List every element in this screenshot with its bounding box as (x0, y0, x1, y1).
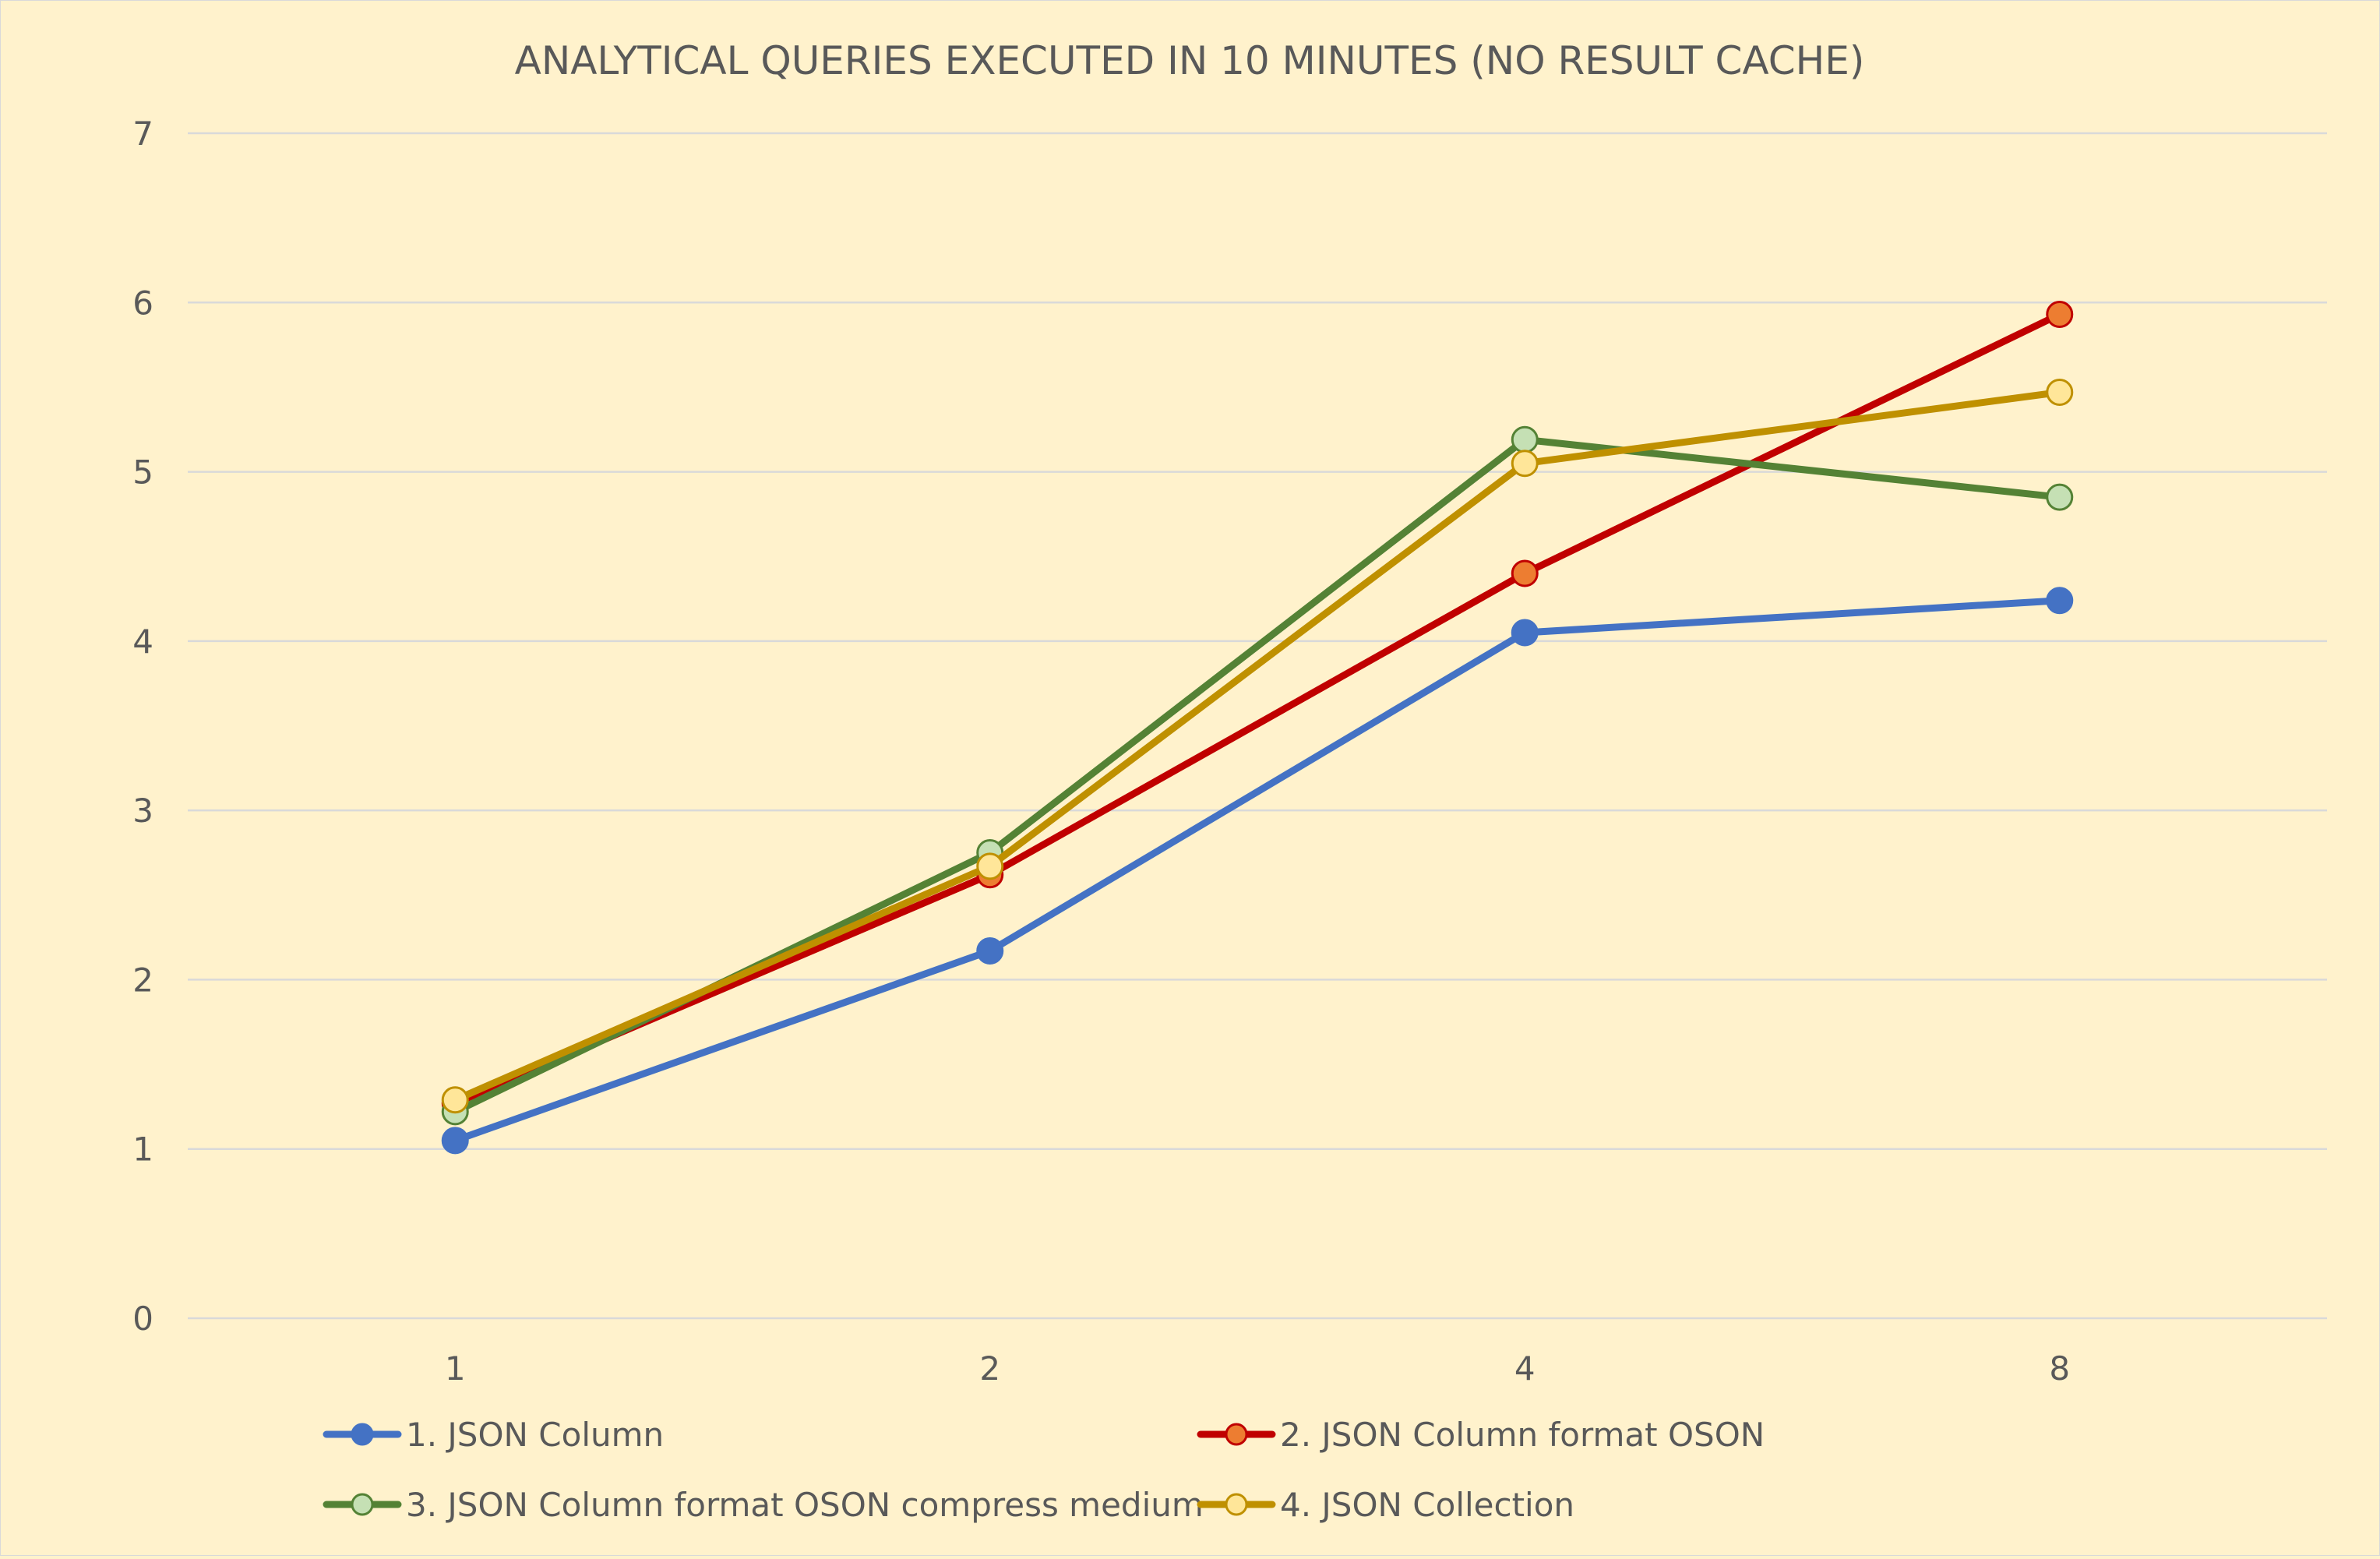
data-point (976, 936, 1004, 965)
data-point (2046, 378, 2074, 406)
series-1 (441, 587, 2074, 1155)
data-point (2046, 300, 2074, 328)
data-point (2046, 483, 2074, 511)
data-point (2046, 587, 2074, 615)
y-tick-label: 5 (132, 453, 153, 492)
legend-marker-swatch (351, 1423, 374, 1446)
x-tick-label: 2 (979, 1349, 1000, 1388)
y-tick-label: 0 (132, 1300, 153, 1338)
y-tick-label: 1 (132, 1130, 153, 1169)
data-point (1511, 619, 1539, 647)
series-line (451, 310, 2064, 1107)
legend: 1. JSON Column 2. JSON Column format OSON… (323, 1416, 1765, 1524)
data-point (1511, 559, 1539, 587)
x-axis-ticks: 1 2 4 8 (445, 1349, 2070, 1388)
y-axis-ticks: 0 1 2 3 4 5 6 7 (132, 115, 153, 1338)
legend-label: 3. JSON Column format OSON compress medi… (406, 1486, 1204, 1524)
x-tick-label: 8 (2049, 1349, 2070, 1388)
legend-item: 4. JSON Collection (1197, 1486, 1574, 1524)
legend-label: 1. JSON Column (406, 1416, 664, 1454)
y-tick-label: 2 (132, 961, 153, 999)
y-tick-label: 4 (132, 623, 153, 661)
series-line (451, 436, 2064, 1116)
data-point (441, 1127, 469, 1155)
legend-item: 3. JSON Column format OSON compress medi… (323, 1486, 1204, 1524)
data-point (441, 1086, 469, 1114)
legend-label: 2. JSON Column format OSON (1280, 1416, 1765, 1454)
legend-marker-swatch (1225, 1493, 1248, 1516)
series-3 (441, 425, 2074, 1126)
x-tick-label: 1 (445, 1349, 466, 1388)
x-tick-label: 4 (1514, 1349, 1536, 1388)
legend-item: 2. JSON Column format OSON (1197, 1416, 1765, 1454)
series-line (451, 388, 2064, 1104)
data-point (1511, 450, 1539, 478)
chart-title: ANALYTICAL QUERIES EXECUTED IN 10 MINUTE… (515, 38, 1865, 83)
series-lines (441, 300, 2074, 1155)
y-tick-label: 6 (132, 284, 153, 322)
gridlines (188, 132, 2327, 1320)
data-point (1511, 425, 1539, 453)
legend-marker-swatch (351, 1493, 374, 1516)
legend-item: 1. JSON Column (323, 1416, 664, 1454)
series-4 (441, 378, 2074, 1114)
data-point (976, 852, 1004, 880)
legend-label: 4. JSON Collection (1280, 1486, 1574, 1524)
legend-marker-swatch (1225, 1423, 1248, 1446)
y-tick-label: 7 (132, 115, 153, 153)
y-tick-label: 3 (132, 792, 153, 830)
series-line (451, 597, 2064, 1145)
